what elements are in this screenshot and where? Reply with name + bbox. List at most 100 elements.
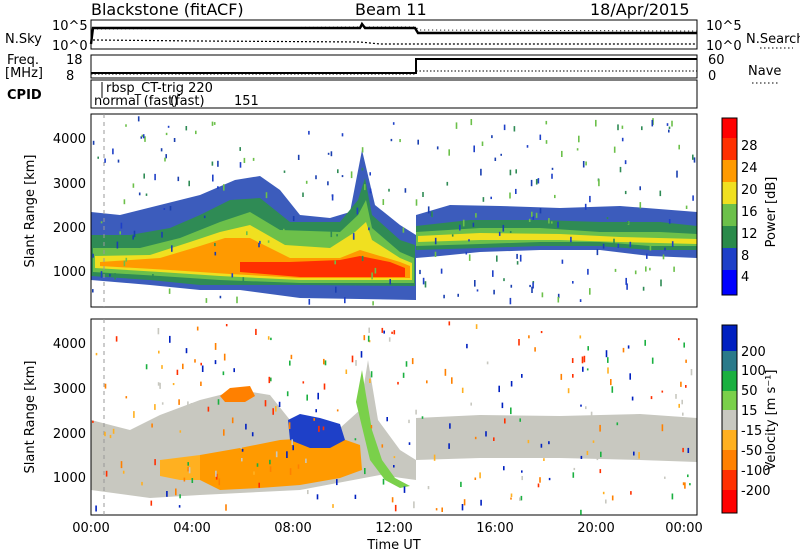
power-cbar-tick-4: 4 <box>741 270 749 285</box>
cpid-label-normal: normal (fast) <box>94 94 178 109</box>
scatter-point <box>132 183 135 188</box>
scatter-point <box>302 381 305 384</box>
scatter-point <box>684 482 686 489</box>
scatter-point <box>132 235 134 240</box>
velocity-colorbar-band-7 <box>722 470 737 490</box>
scatter-point <box>463 499 466 506</box>
xtick-1600: 16:00 <box>476 521 513 536</box>
scatter-point <box>417 139 419 145</box>
scatter-point <box>661 424 664 432</box>
scatter-point <box>544 448 546 454</box>
scatter-point <box>619 166 622 173</box>
scatter-point <box>268 376 271 384</box>
scatter-point <box>256 463 259 467</box>
scatter-point <box>451 234 454 237</box>
scatter-point <box>572 472 575 478</box>
scatter-point <box>621 125 624 129</box>
scatter-point <box>242 277 245 284</box>
scatter-point <box>374 267 377 274</box>
scatter-point <box>251 432 254 437</box>
scatter-point <box>393 330 396 335</box>
scatter-point <box>521 470 523 473</box>
scatter-point <box>292 216 295 222</box>
scatter-point <box>572 281 574 284</box>
power-colorbar-band-4 <box>722 182 737 204</box>
scatter-point <box>402 372 405 378</box>
scatter-point <box>203 215 206 219</box>
scatter-point <box>601 232 603 235</box>
cpid-label-151: 151 <box>234 94 259 109</box>
scatter-point <box>509 231 512 233</box>
power-colorbar: 28 24 20 16 12 8 4 Power [dB] <box>721 117 779 296</box>
scatter-point <box>391 497 394 503</box>
scatter-point <box>633 451 635 456</box>
scatter-point <box>212 174 214 182</box>
scatter-point <box>154 459 156 466</box>
scatter-point <box>587 346 589 351</box>
scatter-point <box>581 356 584 364</box>
scatter-point <box>681 399 683 405</box>
scatter-point <box>496 255 498 262</box>
scatter-point <box>119 231 121 235</box>
scatter-point <box>402 227 405 233</box>
scatter-point <box>466 343 468 349</box>
scatter-point <box>645 266 647 272</box>
scatter-point <box>586 368 589 371</box>
scatter-point <box>427 486 430 490</box>
scatter-point <box>95 352 98 356</box>
scatter-point <box>185 126 188 131</box>
power-colorbar-band-1 <box>722 248 737 270</box>
scatter-point <box>368 227 370 231</box>
scatter-point <box>481 141 484 146</box>
scatter-point <box>621 137 624 142</box>
velocity-ytick-2000: 2000 <box>53 427 86 442</box>
velocity-colorbar-band-6 <box>722 450 737 470</box>
scatter-point <box>528 218 531 222</box>
scatter-point <box>627 221 629 224</box>
scatter-point <box>95 505 97 512</box>
scatter-point <box>539 208 542 214</box>
scatter-point <box>270 377 272 382</box>
scatter-point <box>532 282 534 289</box>
scatter-point <box>133 230 136 238</box>
scatter-point <box>306 394 308 401</box>
power-colorbar-band-6 <box>722 138 737 160</box>
scatter-point <box>334 260 336 265</box>
scatter-point <box>537 178 540 184</box>
freq-tick-low: 8 <box>66 69 74 84</box>
scatter-point <box>214 360 217 365</box>
scatter-point <box>215 470 217 477</box>
scatter-point <box>415 409 417 415</box>
scatter-point <box>116 241 119 249</box>
scatter-point <box>599 424 601 432</box>
scatter-point <box>624 160 627 165</box>
scatter-point <box>541 292 544 298</box>
scatter-point <box>213 122 216 125</box>
scatter-point <box>443 294 445 299</box>
scatter-point <box>519 497 521 501</box>
scatter-point <box>289 360 291 366</box>
scatter-point <box>223 184 225 191</box>
scatter-point <box>682 482 685 486</box>
scatter-point <box>350 171 353 179</box>
scatter-point <box>631 396 634 401</box>
scatter-point <box>393 465 395 468</box>
scatter-point <box>187 466 189 472</box>
scatter-point <box>587 268 589 275</box>
scatter-point <box>470 402 472 406</box>
scatter-point <box>503 124 506 131</box>
scatter-point <box>214 343 217 350</box>
scatter-point <box>545 120 548 125</box>
scatter-point <box>599 469 602 474</box>
plot-title: Blackstone (fitACF) <box>91 0 244 19</box>
scatter-point <box>599 448 602 451</box>
scatter-point <box>165 132 168 136</box>
scatter-point <box>561 150 563 157</box>
scatter-point <box>267 435 270 441</box>
scatter-point <box>509 297 512 305</box>
scatter-point <box>269 459 271 465</box>
scatter-point <box>223 429 225 436</box>
scatter-point <box>165 154 167 159</box>
power-colorbar-band-3 <box>722 204 737 226</box>
scatter-point <box>144 136 146 142</box>
